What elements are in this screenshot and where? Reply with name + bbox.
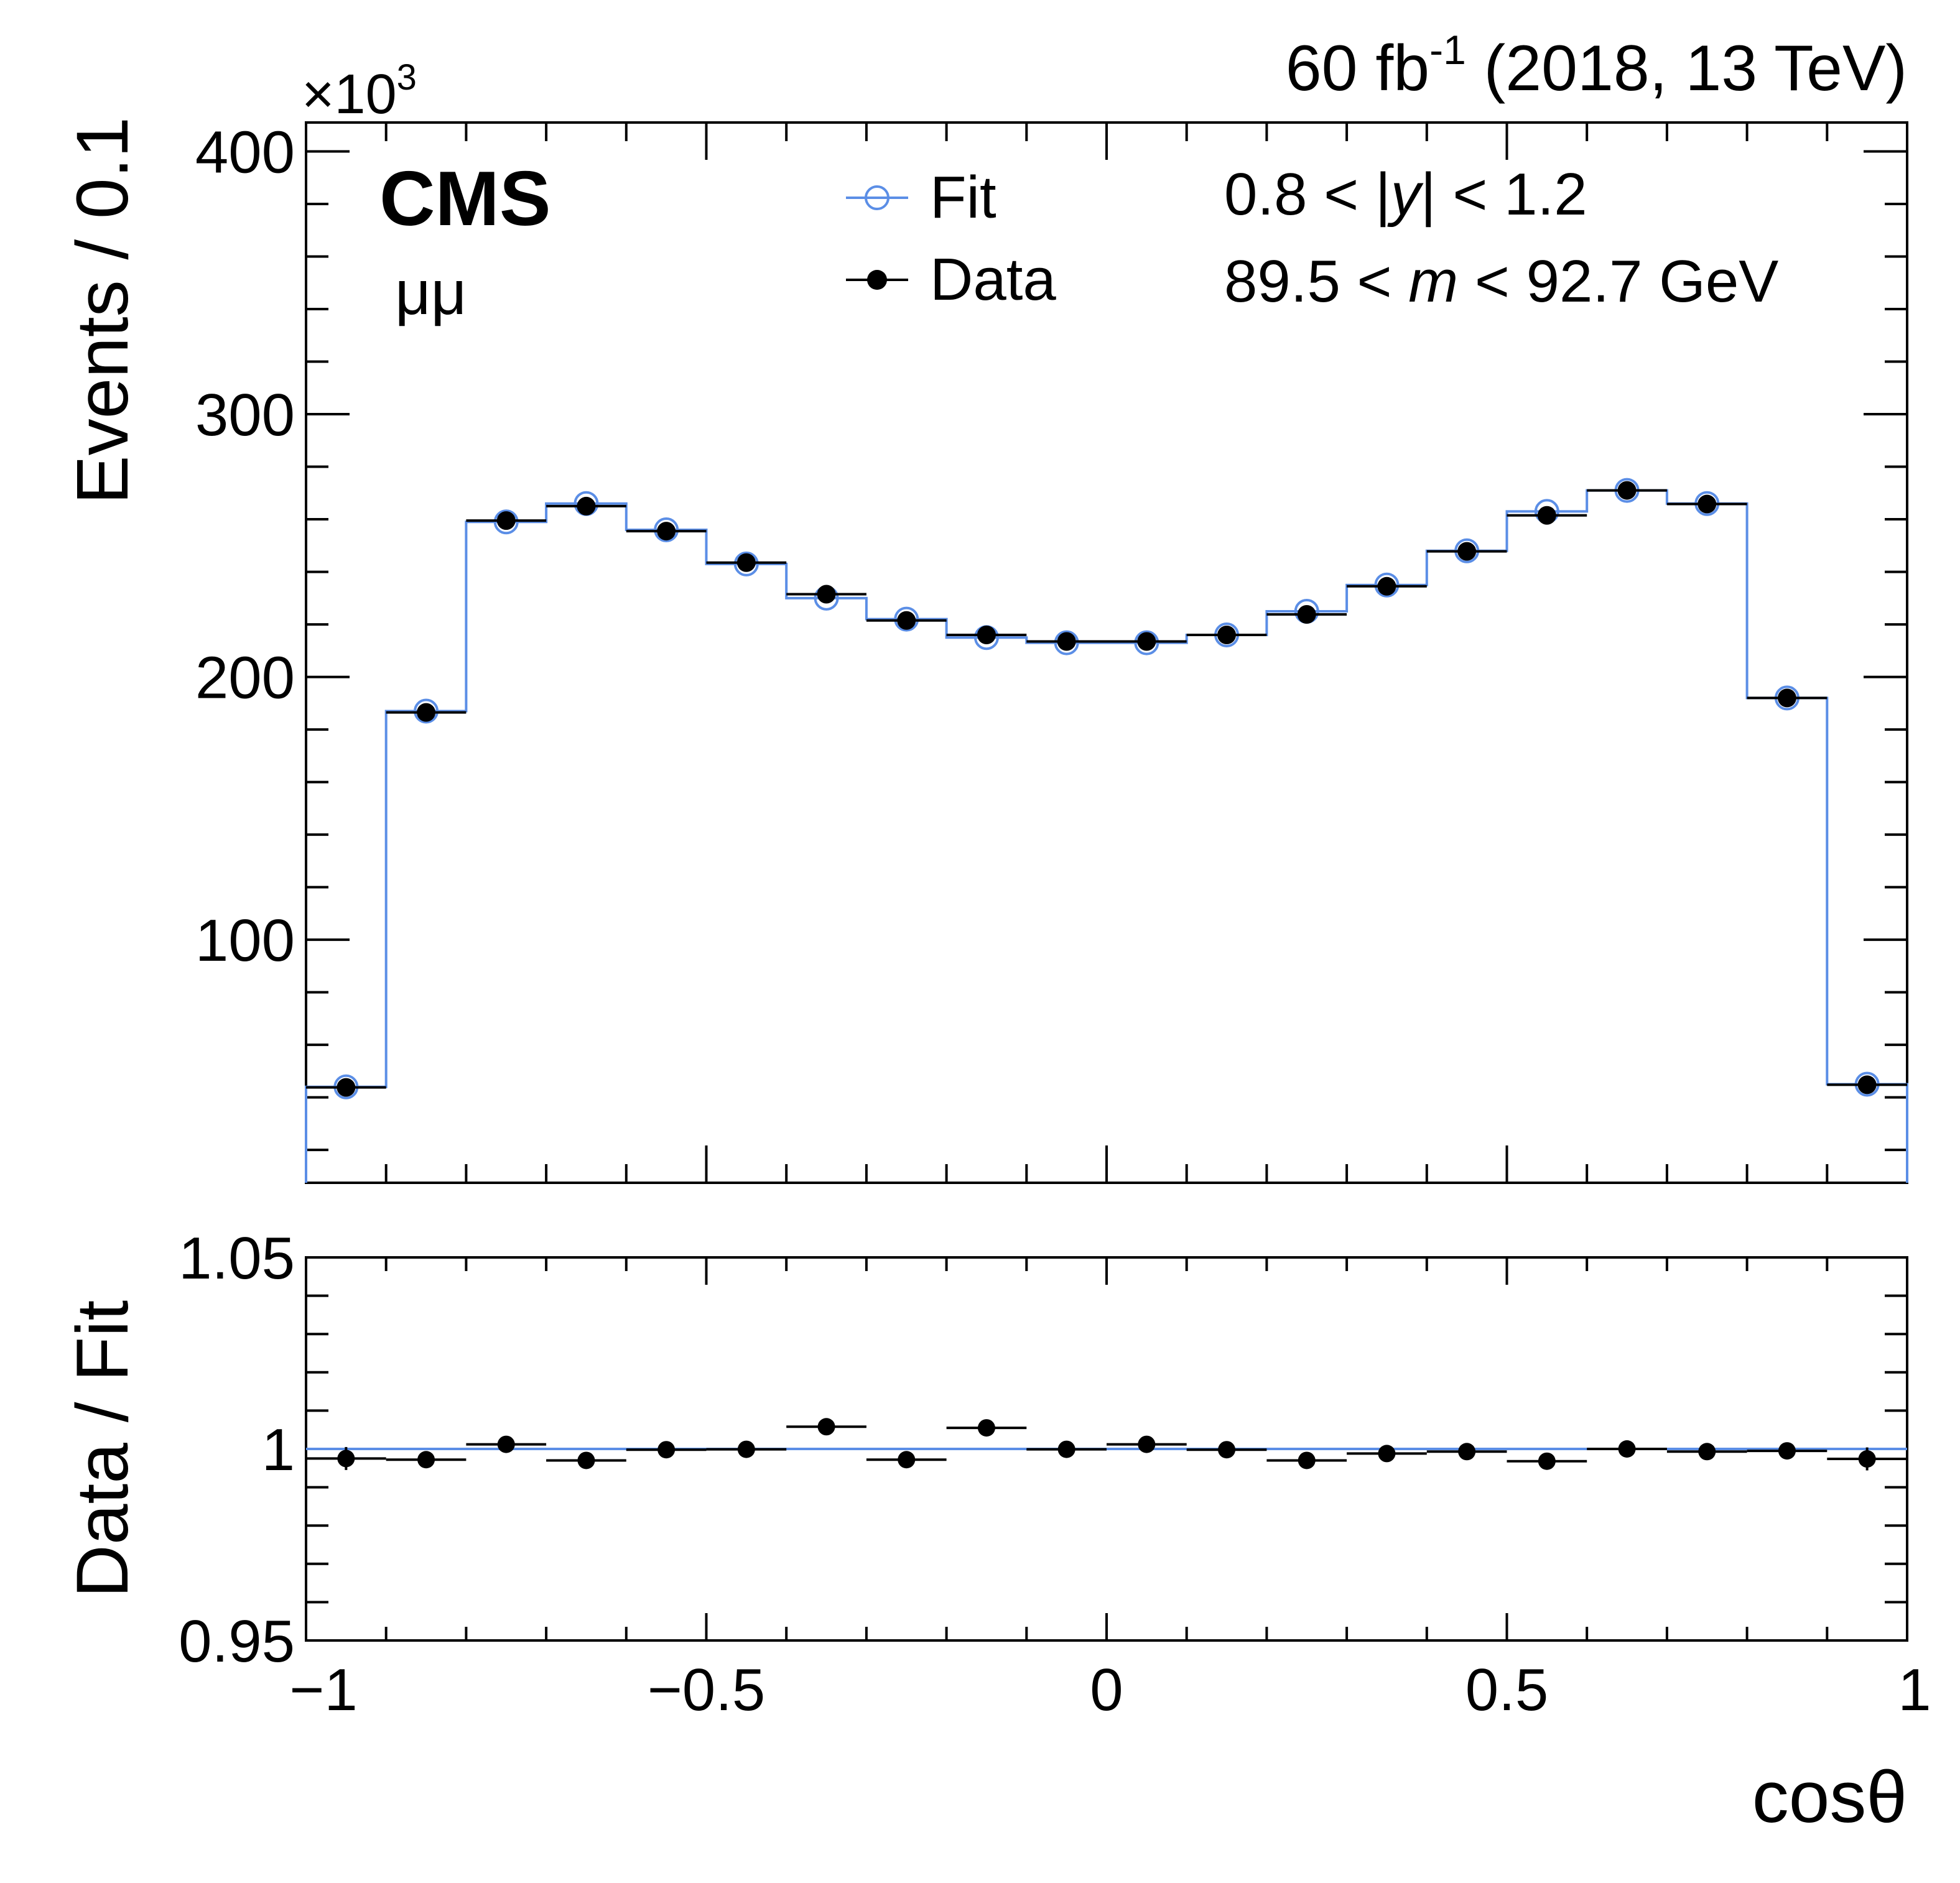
ratio-marker	[1698, 1443, 1716, 1461]
legend-fit-marker	[865, 185, 889, 210]
cut-mass-b: < 92.7 GeV	[1458, 248, 1778, 315]
y-scale-factor: ×103	[302, 57, 417, 126]
lumi-value: 60 fb	[1286, 32, 1429, 104]
legend-fit-label: Fit	[930, 164, 996, 231]
fit-marker	[1054, 630, 1079, 655]
main-y-axis-title: Events / 0.1	[62, 117, 144, 504]
ratio-marker	[497, 1435, 515, 1453]
ratio-y-tick-label: 1	[262, 1417, 295, 1483]
ratio-y-axis-title: Data / Fit	[62, 1300, 144, 1598]
legend-data-marker	[867, 270, 887, 290]
y-scale-exponent: 3	[397, 57, 417, 98]
data-marker	[897, 611, 916, 630]
cut-mass-a: 89.5 <	[1224, 248, 1408, 315]
data-marker	[1698, 494, 1717, 514]
ratio-marker	[1057, 1440, 1075, 1458]
x-tick-label: −1	[289, 1657, 357, 1723]
main-plot-area	[305, 478, 1908, 1183]
ratio-y-tick-label: 1.05	[179, 1225, 295, 1292]
cut-rapidity-var: y	[1387, 161, 1424, 228]
data-marker	[657, 522, 676, 541]
lumi-exponent: -1	[1429, 27, 1466, 73]
data-marker	[736, 553, 756, 572]
cut-mass-var: m	[1408, 248, 1458, 315]
ratio-marker	[1298, 1451, 1316, 1469]
ratio-plot-area	[306, 1418, 1907, 1471]
ratio-marker	[417, 1451, 435, 1469]
fit-marker	[654, 517, 679, 542]
data-marker	[977, 625, 996, 644]
cut-rapidity-a: 0.8 < |	[1224, 161, 1391, 228]
ratio-marker	[1138, 1435, 1156, 1453]
ratio-marker	[898, 1451, 916, 1469]
data-marker	[1057, 632, 1076, 651]
data-marker	[1137, 632, 1156, 651]
x-tick-label: 1	[1898, 1657, 1931, 1723]
ratio-marker	[977, 1419, 995, 1437]
ratio-marker	[737, 1440, 755, 1458]
x-axis-title: cosθ	[1752, 1756, 1907, 1838]
ratio-marker	[1618, 1440, 1636, 1458]
main-y-tick-label: 100	[195, 907, 295, 974]
main-y-tick-labels: 100 200 300 400	[195, 119, 295, 974]
data-marker	[1617, 481, 1637, 500]
data-marker	[1297, 605, 1316, 624]
channel-label: μμ	[395, 258, 467, 328]
fit-step-line	[305, 489, 1908, 1183]
fit-marker	[493, 509, 519, 535]
data-marker	[337, 1078, 356, 1097]
fit-marker	[1134, 630, 1159, 655]
data-marker	[1217, 625, 1237, 644]
cut-rapidity-label: 0.8 < |y| < 1.2	[1224, 161, 1587, 228]
fit-marker	[1374, 572, 1400, 598]
data-marker	[496, 511, 516, 530]
data-marker	[577, 496, 596, 516]
data-marker	[817, 585, 836, 604]
fit-marker	[894, 606, 919, 632]
ratio-marker	[1458, 1443, 1476, 1461]
cut-rapidity-b: | < 1.2	[1421, 161, 1587, 228]
data-marker	[1537, 506, 1556, 525]
ratio-marker	[1778, 1442, 1796, 1460]
data-marker	[1777, 688, 1796, 708]
ratio-marker	[657, 1441, 676, 1459]
experiment-label: CMS	[379, 156, 551, 242]
cut-mass-label: 89.5 < m < 92.7 GeV	[1224, 248, 1778, 315]
main-y-tick-label: 400	[195, 119, 295, 185]
main-y-tick-label: 200	[195, 645, 295, 711]
ratio-marker	[1378, 1445, 1396, 1463]
main-panel-ticks	[305, 123, 1908, 1183]
x-tick-label: −0.5	[648, 1657, 766, 1723]
main-y-tick-label: 300	[195, 382, 295, 448]
ratio-marker	[817, 1418, 835, 1436]
ratio-marker	[577, 1451, 595, 1469]
data-marker	[1377, 576, 1396, 596]
ratio-y-tick-labels: 0.95 1 1.05	[179, 1225, 295, 1675]
data-marker	[1457, 542, 1477, 561]
legend: Fit Data	[846, 164, 1056, 313]
y-scale-times: ×10	[302, 63, 397, 126]
data-marker	[1857, 1075, 1877, 1094]
x-tick-labels: −1 −0.5 0 0.5 1	[289, 1657, 1931, 1723]
lumi-label: 60 fb-1 (2018, 13 TeV)	[1286, 27, 1907, 104]
x-tick-label: 0	[1090, 1657, 1123, 1723]
ratio-marker	[1858, 1450, 1876, 1468]
lumi-rest: (2018, 13 TeV)	[1466, 32, 1907, 104]
legend-data-label: Data	[930, 246, 1056, 313]
ratio-marker	[1218, 1441, 1236, 1459]
fit-marker	[733, 551, 759, 576]
ratio-marker	[337, 1450, 355, 1468]
x-tick-label: 0.5	[1465, 1657, 1548, 1723]
fit-marker	[414, 698, 439, 724]
ratio-marker	[1538, 1452, 1556, 1470]
data-marker	[417, 703, 436, 722]
ratio-y-tick-label: 0.95	[179, 1608, 295, 1675]
